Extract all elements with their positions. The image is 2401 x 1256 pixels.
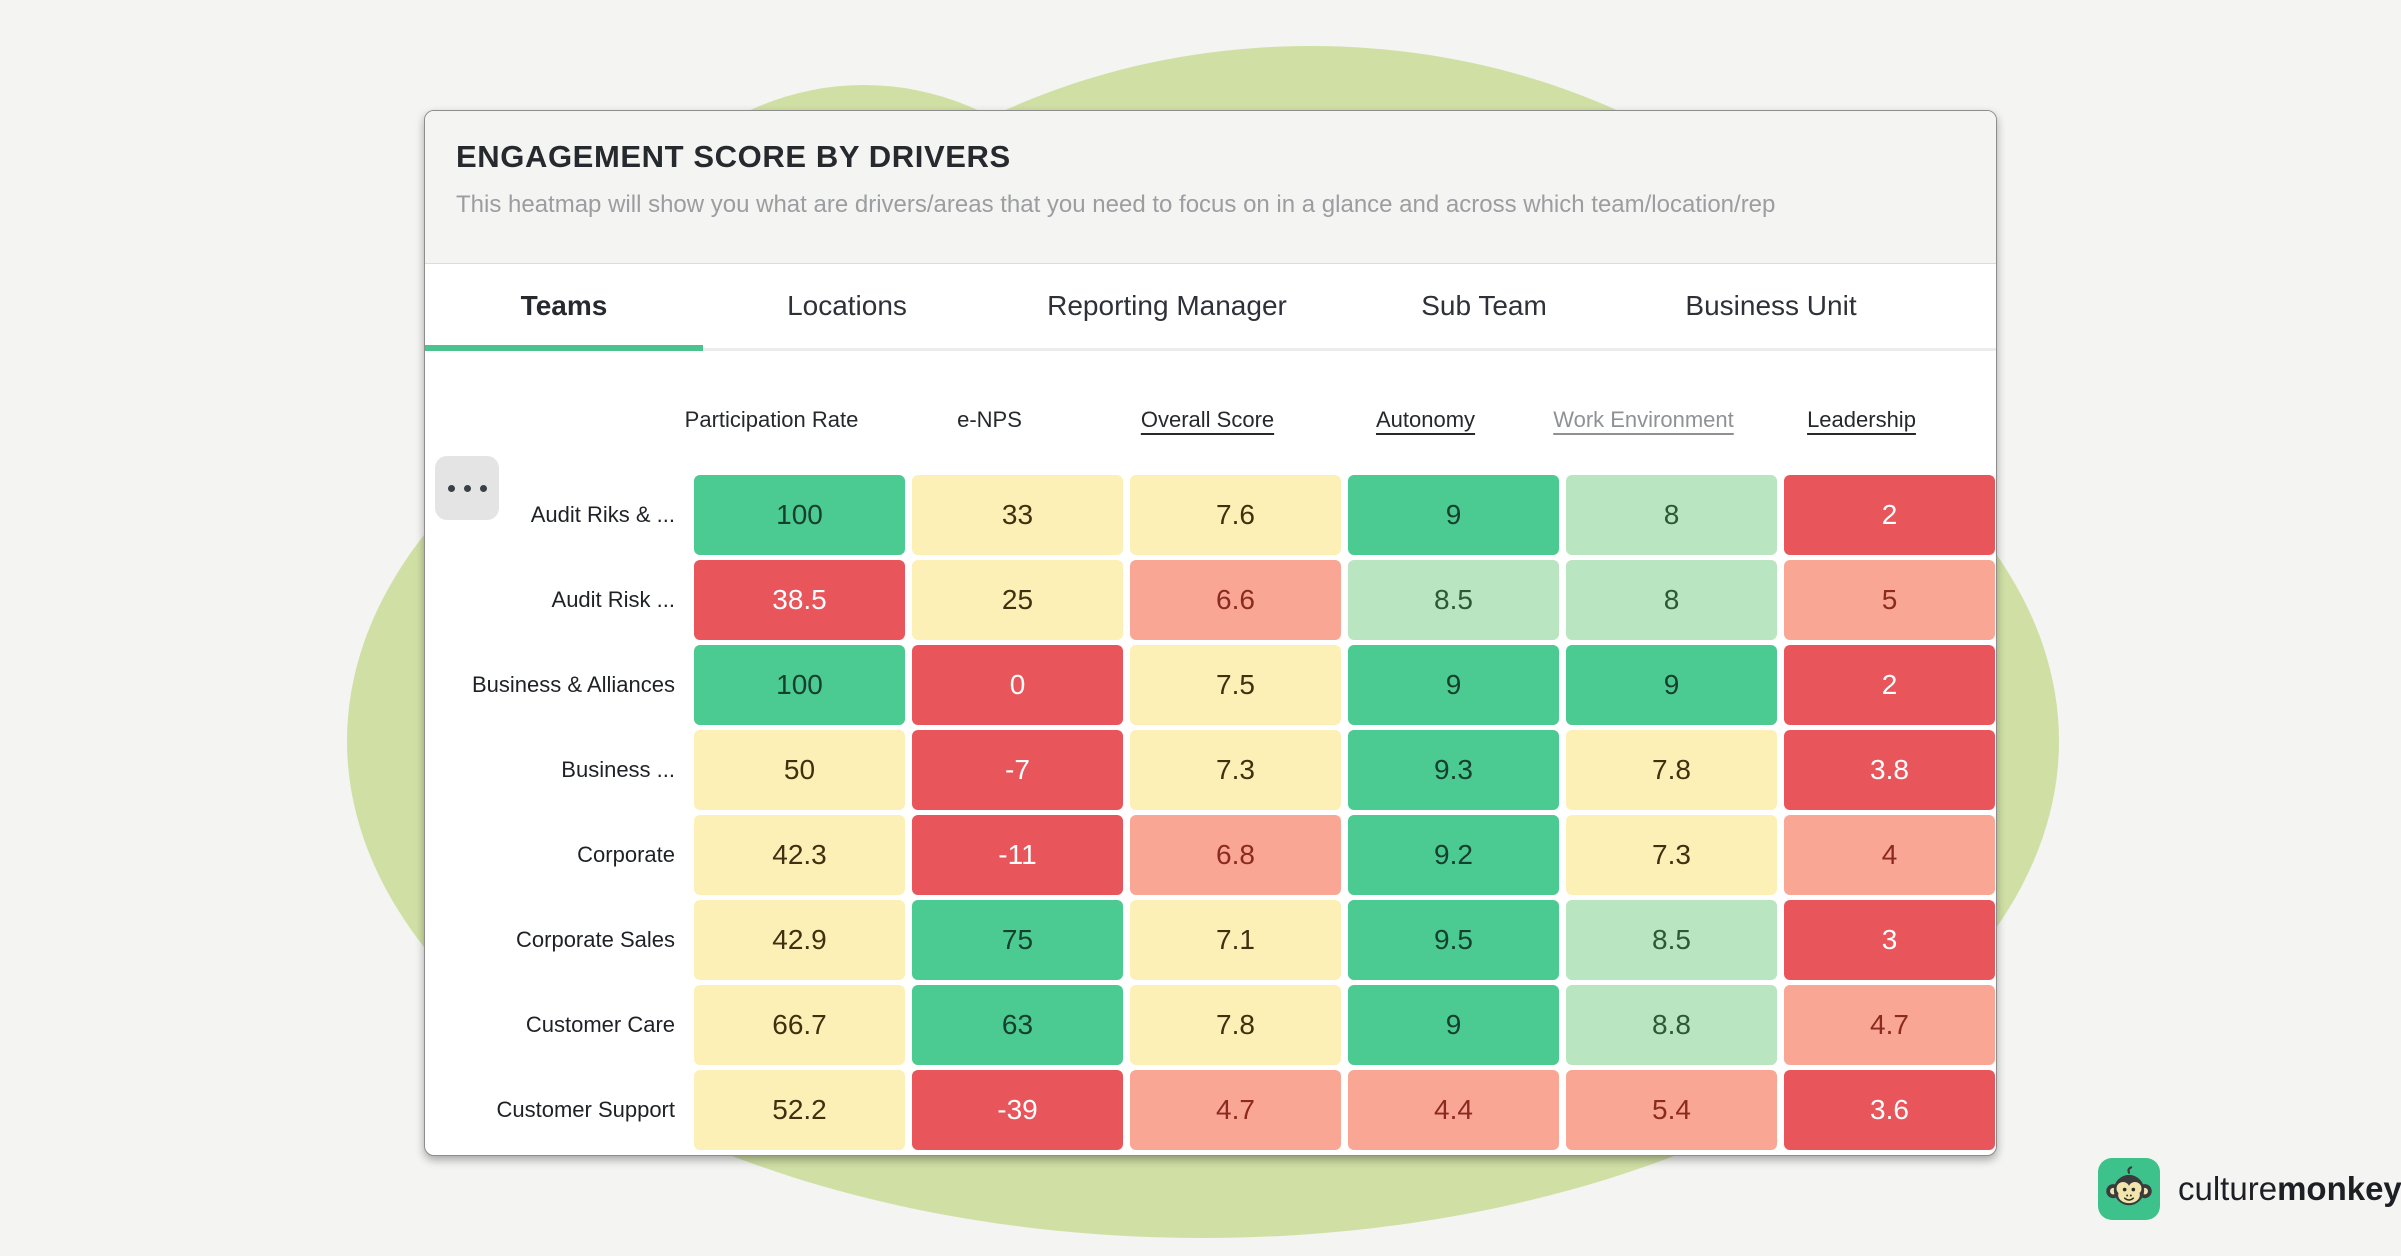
heatmap-cell[interactable]: -11 <box>912 815 1123 895</box>
heatmap-cell[interactable]: -39 <box>912 1070 1123 1150</box>
row-label: Customer Care <box>525 1012 675 1037</box>
column-header-leadership[interactable]: Leadership <box>1807 407 1916 432</box>
heatmap-cell[interactable]: 6.8 <box>1130 815 1341 895</box>
heatmap-cell[interactable]: 8.5 <box>1566 900 1777 980</box>
row-label: Corporate <box>577 842 675 867</box>
heatmap-cell[interactable]: 3.6 <box>1784 1070 1995 1150</box>
heatmap-cell[interactable]: 42.9 <box>694 900 905 980</box>
culturemonkey-logo: culturemonkey <box>2098 1158 2401 1220</box>
heatmap-cell[interactable]: 6.6 <box>1130 560 1341 640</box>
tab-reporting-manager[interactable]: Reporting Manager <box>1047 290 1287 321</box>
column-header-work-environment[interactable]: Work Environment <box>1553 407 1734 432</box>
heatmap-cell[interactable]: 63 <box>912 985 1123 1065</box>
heatmap-row: Audit Risk ... 38.5 25 6.6 8.5 8 5 <box>425 560 1996 640</box>
heatmap-cell[interactable]: 9 <box>1348 645 1559 725</box>
heatmap-cell[interactable]: 8.8 <box>1566 985 1777 1065</box>
brand-text: culturemonkey <box>2178 1170 2401 1208</box>
heatmap-cell[interactable]: 8.5 <box>1348 560 1559 640</box>
heatmap-row: Corporate 42.3 -11 6.8 9.2 7.3 4 <box>425 815 1996 895</box>
heatmap-cell[interactable]: 9 <box>1348 985 1559 1065</box>
heatmap-cell[interactable]: 9.2 <box>1348 815 1559 895</box>
column-header-autonomy[interactable]: Autonomy <box>1375 407 1476 432</box>
heatmap-cell[interactable]: 9 <box>1348 475 1559 555</box>
heatmap-cell[interactable]: 7.8 <box>1566 730 1777 810</box>
heatmap-cell[interactable]: 7.5 <box>1130 645 1341 725</box>
column-header-overall-score[interactable]: Overall Score <box>1140 407 1275 432</box>
row-label: Customer Support <box>496 1097 675 1122</box>
heatmap-cell[interactable]: 7.1 <box>1130 900 1341 980</box>
heatmap-cell[interactable]: 2 <box>1784 645 1995 725</box>
card-header: ENGAGEMENT SCORE BY DRIVERS This heatmap… <box>425 111 1996 264</box>
heatmap-cell[interactable]: 0 <box>912 645 1123 725</box>
heatmap-cell[interactable]: 52.2 <box>694 1070 905 1150</box>
brand-culture: culture <box>2178 1170 2278 1207</box>
heatmap-row: Customer Support 52.2 -39 4.7 4.4 5.4 3.6 <box>425 1070 1996 1150</box>
heatmap-body: Audit Riks & ... 100 33 7.6 9 8 2 Audit Risk ..… <box>425 475 1996 1155</box>
heatmap-cell[interactable]: 9 <box>1566 645 1777 725</box>
heatmap-cell[interactable]: 7.3 <box>1130 730 1341 810</box>
heatmap-cell[interactable]: 7.3 <box>1566 815 1777 895</box>
row-label: Business & Alliances <box>472 672 675 697</box>
ellipsis-icon <box>447 484 487 492</box>
heatmap-cell[interactable]: 4.7 <box>1784 985 1995 1065</box>
tab-teams[interactable]: Teams <box>425 264 703 351</box>
heatmap-cell[interactable]: 4.4 <box>1348 1070 1559 1150</box>
heatmap-cell[interactable]: 4.7 <box>1130 1070 1341 1150</box>
heatmap-cell[interactable]: 38.5 <box>694 560 905 640</box>
row-label: Audit Risk ... <box>551 587 675 612</box>
heatmap-cell[interactable]: 9.3 <box>1348 730 1559 810</box>
heatmap-row: Business ... 50 -7 7.3 9.3 7.8 3.8 <box>425 730 1996 810</box>
tab-business-unit[interactable]: Business Unit <box>1685 290 1857 321</box>
heatmap-cell[interactable]: 75 <box>912 900 1123 980</box>
heatmap-cell[interactable]: 3.8 <box>1784 730 1995 810</box>
heatmap-cell[interactable]: 8 <box>1566 560 1777 640</box>
row-label: Business ... <box>561 757 675 782</box>
tab-bar: Teams Locations Reporting Manager Sub Team B… <box>425 264 1996 351</box>
column-header-e-nps: e-NPS <box>957 407 1022 432</box>
heatmap-card: ENGAGEMENT SCORE BY DRIVERS This heatmap… <box>424 110 1997 1156</box>
heatmap-cell[interactable]: 7.6 <box>1130 475 1341 555</box>
heatmap-cell[interactable]: 100 <box>694 645 905 725</box>
heatmap-cell[interactable]: 33 <box>912 475 1123 555</box>
tab-locations[interactable]: Locations <box>787 290 907 321</box>
heatmap-row: Audit Riks & ... 100 33 7.6 9 8 2 <box>425 475 1996 555</box>
tab-sub-team[interactable]: Sub Team <box>1421 290 1547 321</box>
more-options-button[interactable] <box>435 456 499 520</box>
heatmap-row: Customer Care 66.7 63 7.8 9 8.8 4.7 <box>425 985 1996 1065</box>
monkey-icon <box>2098 1158 2160 1220</box>
widget-subtitle: This heatmap will show you what are driv… <box>456 191 1776 218</box>
column-header-participation-rate: Participation Rate <box>684 407 859 432</box>
heatmap-cell[interactable]: 25 <box>912 560 1123 640</box>
heatmap-row: Corporate Sales 42.9 75 7.1 9.5 8.5 3 <box>425 900 1996 980</box>
heatmap-cell[interactable]: 66.7 <box>694 985 905 1065</box>
row-label: Audit Riks & ... <box>530 502 675 527</box>
heatmap-cell[interactable]: 4 <box>1784 815 1995 895</box>
heatmap-cell[interactable]: 5.4 <box>1566 1070 1777 1150</box>
widget-title: ENGAGEMENT SCORE BY DRIVERS <box>456 139 1011 174</box>
brand-monkey: monkey <box>2277 1170 2401 1207</box>
heatmap-cell[interactable]: 42.3 <box>694 815 905 895</box>
heatmap-cell[interactable]: 2 <box>1784 475 1995 555</box>
heatmap-cell[interactable]: 5 <box>1784 560 1995 640</box>
heatmap-cell[interactable]: 3 <box>1784 900 1995 980</box>
column-headers-row: Participation Rate e-NPS Overall Score Auto… <box>425 407 1996 451</box>
heatmap-cell[interactable]: 50 <box>694 730 905 810</box>
row-label: Corporate Sales <box>516 927 675 952</box>
heatmap-row: Business & Alliances 100 0 7.5 9 9 2 <box>425 645 1996 725</box>
heatmap-cell[interactable]: 9.5 <box>1348 900 1559 980</box>
heatmap-cell[interactable]: 7.8 <box>1130 985 1341 1065</box>
heatmap-cell[interactable]: -7 <box>912 730 1123 810</box>
heatmap-cell[interactable]: 8 <box>1566 475 1777 555</box>
heatmap-cell[interactable]: 100 <box>694 475 905 555</box>
